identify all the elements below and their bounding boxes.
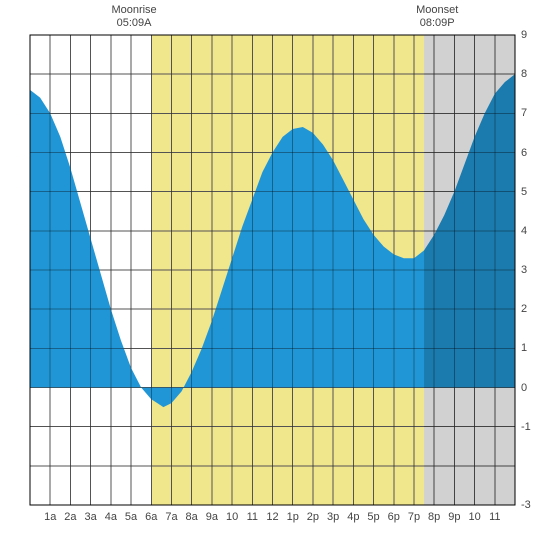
x-tick-label: 8p xyxy=(428,511,440,523)
x-tick-label: 2p xyxy=(307,511,319,523)
moonrise-label: Moonrise xyxy=(94,4,174,17)
x-tick-label: 9p xyxy=(448,511,460,523)
y-tick-label: 1 xyxy=(521,342,527,354)
x-tick-label: 4p xyxy=(347,511,359,523)
x-tick-label: 3p xyxy=(327,511,339,523)
y-tick-label: 7 xyxy=(521,107,527,119)
y-tick-label: 2 xyxy=(521,303,527,315)
x-tick-label: 3a xyxy=(85,511,97,523)
moonrise-annotation: Moonrise05:09A xyxy=(94,4,174,30)
x-tick-label: 10 xyxy=(468,511,480,523)
x-tick-label: 1a xyxy=(44,511,56,523)
chart-svg xyxy=(0,0,550,550)
y-tick-label: 3 xyxy=(521,264,527,276)
x-tick-label: 5a xyxy=(125,511,137,523)
x-tick-label: 6a xyxy=(145,511,157,523)
x-tick-label: 12 xyxy=(266,511,278,523)
y-tick-label: -3 xyxy=(521,499,531,511)
tide-chart: 1a2a3a4a5a6a7a8a9a1011121p2p3p4p5p6p7p8p… xyxy=(0,0,550,550)
x-tick-label: 5p xyxy=(367,511,379,523)
x-tick-label: 7a xyxy=(165,511,177,523)
y-tick-label: -1 xyxy=(521,421,531,433)
x-tick-label: 6p xyxy=(388,511,400,523)
x-tick-label: 4a xyxy=(105,511,117,523)
x-tick-label: 8a xyxy=(186,511,198,523)
x-tick-label: 9a xyxy=(206,511,218,523)
x-tick-label: 10 xyxy=(226,511,238,523)
y-tick-label: 0 xyxy=(521,382,527,394)
moonset-label: Moonset xyxy=(397,4,477,17)
moonset-annotation: Moonset08:09P xyxy=(397,4,477,30)
y-tick-label: 8 xyxy=(521,68,527,80)
x-tick-label: 7p xyxy=(408,511,420,523)
x-tick-label: 11 xyxy=(489,511,500,523)
x-tick-label: 2a xyxy=(64,511,76,523)
x-tick-label: 1p xyxy=(287,511,299,523)
y-tick-label: 6 xyxy=(521,147,527,159)
moonset-time: 08:09P xyxy=(397,17,477,30)
y-tick-label: 9 xyxy=(521,29,527,41)
moonrise-time: 05:09A xyxy=(94,17,174,30)
y-tick-label: 4 xyxy=(521,225,527,237)
x-tick-label: 11 xyxy=(247,511,258,523)
y-tick-label: 5 xyxy=(521,186,527,198)
